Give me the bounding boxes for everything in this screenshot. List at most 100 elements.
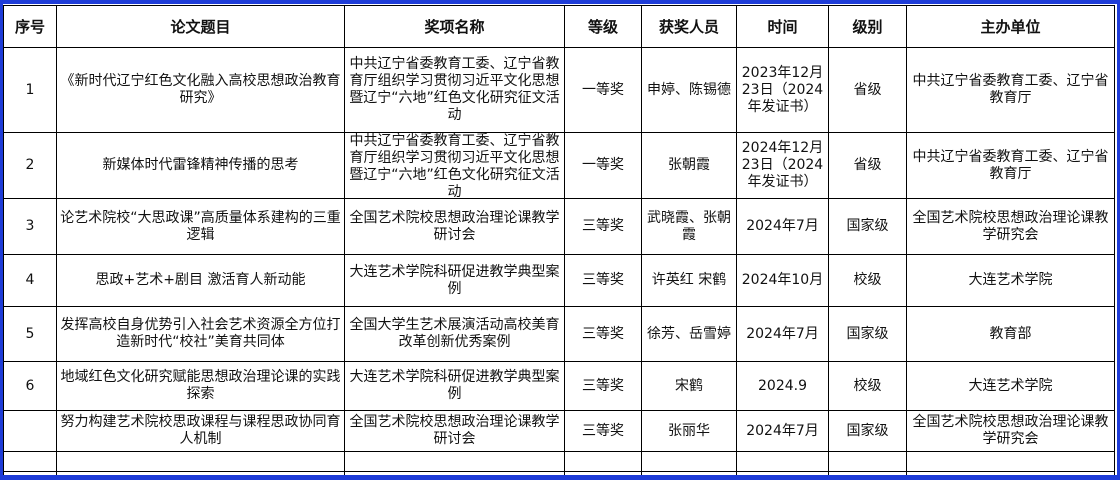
cell-grade[interactable]: 三等奖 bbox=[564, 361, 642, 411]
cell-award[interactable]: 全国艺术院校思想政治理论课教学研讨会 bbox=[344, 410, 565, 452]
cell-text: 大连艺术学院 bbox=[968, 272, 1053, 288]
cell-time[interactable]: 2024.9 bbox=[736, 361, 829, 411]
cell-text: 教育部 bbox=[989, 325, 1032, 342]
cell-text: 5 bbox=[25, 325, 35, 342]
header-grade[interactable]: 等级 bbox=[564, 5, 642, 48]
empty-cell[interactable] bbox=[564, 471, 642, 475]
empty-cell[interactable] bbox=[736, 451, 829, 472]
header-row: 序号 论文题目 奖项名称 等级 获奖人员 时间 级别 主办单位 bbox=[3, 5, 1115, 48]
cell-organizer[interactable]: 大连艺术学院 bbox=[906, 361, 1115, 411]
cell-time[interactable]: 2024年10月 bbox=[736, 254, 829, 307]
empty-cell[interactable] bbox=[3, 471, 57, 475]
cell-time[interactable]: 2024年12月23日（2024年发证书） bbox=[736, 132, 829, 199]
cell-text: 申婷、陈锡德 bbox=[647, 81, 731, 98]
cell-title[interactable]: 思政+艺术+剧目 激活育人新动能 bbox=[56, 254, 345, 307]
cell-grade[interactable]: 一等奖 bbox=[564, 47, 642, 133]
cell-people[interactable]: 许英红 宋鹤 bbox=[641, 254, 737, 307]
cell-level[interactable]: 校级 bbox=[828, 254, 907, 307]
cell-text: 一等奖 bbox=[582, 157, 624, 173]
cell-title[interactable]: 地域红色文化研究赋能思想政治理论课的实践探索 bbox=[56, 361, 345, 411]
cell-award[interactable]: 大连艺术学院科研促进教学典型案例 bbox=[344, 361, 565, 411]
empty-cell[interactable] bbox=[344, 451, 565, 472]
cell-title[interactable]: 努力构建艺术院校思政课程与课程思政协同育人机制 bbox=[56, 410, 345, 452]
cell-people[interactable]: 张丽华 bbox=[641, 410, 737, 452]
cell-organizer[interactable]: 中共辽宁省委教育工委、辽宁省教育厅 bbox=[906, 132, 1115, 199]
empty-cell[interactable] bbox=[906, 471, 1115, 475]
empty-cell[interactable] bbox=[564, 451, 642, 472]
empty-cell[interactable] bbox=[56, 451, 345, 472]
header-time[interactable]: 时间 bbox=[736, 5, 829, 48]
empty-cell[interactable] bbox=[641, 451, 737, 472]
cell-no[interactable]: 1 bbox=[3, 47, 57, 133]
empty-cell[interactable] bbox=[828, 451, 907, 472]
cell-level[interactable]: 省级 bbox=[828, 47, 907, 133]
cell-grade[interactable]: 一等奖 bbox=[564, 132, 642, 199]
cell-grade[interactable]: 三等奖 bbox=[564, 198, 642, 255]
cell-text: 三等奖 bbox=[582, 377, 624, 394]
empty-cell[interactable] bbox=[3, 451, 57, 472]
cell-people[interactable]: 宋鹤 bbox=[641, 361, 737, 411]
cell-no[interactable]: 5 bbox=[3, 306, 57, 362]
header-level[interactable]: 级别 bbox=[828, 5, 907, 48]
cell-people[interactable]: 张朝霞 bbox=[641, 132, 737, 199]
cell-text: 思政+艺术+剧目 激活育人新动能 bbox=[95, 272, 306, 288]
cell-level[interactable]: 国家级 bbox=[828, 306, 907, 362]
cell-level[interactable]: 校级 bbox=[828, 361, 907, 411]
cell-award[interactable]: 中共辽宁省委教育工委、辽宁省教育厅组织学习贯彻习近平文化思想暨辽宁“六地”红色文… bbox=[344, 47, 565, 133]
cell-text: 发挥高校自身优势引入社会艺术资源全方位打造新时代“校社”美育共同体 bbox=[60, 317, 341, 350]
cell-organizer[interactable]: 中共辽宁省委教育工委、辽宁省教育厅 bbox=[906, 47, 1115, 133]
cell-organizer[interactable]: 全国艺术院校思想政治理论课教学研究会 bbox=[906, 410, 1115, 452]
cell-title[interactable]: 论艺术院校“大思政课”高质量体系建构的三重逻辑 bbox=[56, 198, 345, 255]
cell-text: 三等奖 bbox=[582, 218, 624, 234]
cell-time[interactable]: 2024年7月 bbox=[736, 410, 829, 452]
header-title[interactable]: 论文题目 bbox=[56, 5, 345, 48]
empty-cell[interactable] bbox=[344, 471, 565, 475]
cell-award[interactable]: 大连艺术学院科研促进教学典型案例 bbox=[344, 254, 565, 307]
cell-people[interactable]: 徐芳、岳雪婷 bbox=[641, 306, 737, 362]
cell-text: 努力构建艺术院校思政课程与课程思政协同育人机制 bbox=[60, 414, 341, 447]
cell-text: 3 bbox=[25, 218, 35, 234]
cell-time[interactable]: 2024年7月 bbox=[736, 306, 829, 362]
header-no[interactable]: 序号 bbox=[3, 5, 57, 48]
cell-time[interactable]: 2024年7月 bbox=[736, 198, 829, 255]
cell-title[interactable]: 发挥高校自身优势引入社会艺术资源全方位打造新时代“校社”美育共同体 bbox=[56, 306, 345, 362]
header-people[interactable]: 获奖人员 bbox=[641, 5, 737, 48]
empty-cell[interactable] bbox=[641, 471, 737, 475]
header-organizer[interactable]: 主办单位 bbox=[906, 5, 1115, 48]
cell-no[interactable] bbox=[3, 410, 57, 452]
cell-text: 大连艺术学院科研促进教学典型案例 bbox=[349, 369, 560, 402]
cell-grade[interactable]: 三等奖 bbox=[564, 254, 642, 307]
cell-text: 中共辽宁省委教育工委、辽宁省教育厅组织学习贯彻习近平文化思想暨辽宁“六地”红色文… bbox=[349, 56, 560, 123]
cell-no[interactable]: 6 bbox=[3, 361, 57, 411]
cell-people[interactable]: 申婷、陈锡德 bbox=[641, 47, 737, 133]
cell-text: 2024年7月 bbox=[746, 422, 819, 439]
header-award[interactable]: 奖项名称 bbox=[344, 5, 565, 48]
cell-title[interactable]: 《新时代辽宁红色文化融入高校思想政治教育研究》 bbox=[56, 47, 345, 133]
cell-text: 2024年10月 bbox=[741, 272, 824, 288]
cell-text: 2023年12月23日（2024年发证书） bbox=[741, 64, 824, 115]
cell-organizer[interactable]: 教育部 bbox=[906, 306, 1115, 362]
empty-cell[interactable] bbox=[736, 471, 829, 475]
cell-time[interactable]: 2023年12月23日（2024年发证书） bbox=[736, 47, 829, 133]
cell-text: 大连艺术学院 bbox=[968, 377, 1053, 394]
cell-organizer[interactable]: 大连艺术学院 bbox=[906, 254, 1115, 307]
cell-award[interactable]: 全国艺术院校思想政治理论课教学研讨会 bbox=[344, 198, 565, 255]
cell-grade[interactable]: 三等奖 bbox=[564, 306, 642, 362]
empty-cell[interactable] bbox=[906, 451, 1115, 472]
empty-cell[interactable] bbox=[56, 471, 345, 475]
cell-award[interactable]: 中共辽宁省委教育工委、辽宁省教育厅组织学习贯彻习近平文化思想暨辽宁“六地”红色文… bbox=[344, 132, 565, 199]
cell-no[interactable]: 4 bbox=[3, 254, 57, 307]
cell-level[interactable]: 省级 bbox=[828, 132, 907, 199]
cell-award[interactable]: 全国大学生艺术展演活动高校美育改革创新优秀案例 bbox=[344, 306, 565, 362]
cell-level[interactable]: 国家级 bbox=[828, 410, 907, 452]
cell-no[interactable]: 3 bbox=[3, 198, 57, 255]
cell-no[interactable]: 2 bbox=[3, 132, 57, 199]
cell-text: 2024年7月 bbox=[746, 325, 819, 342]
empty-cell[interactable] bbox=[828, 471, 907, 475]
cell-level[interactable]: 国家级 bbox=[828, 198, 907, 255]
cell-organizer[interactable]: 全国艺术院校思想政治理论课教学研究会 bbox=[906, 198, 1115, 255]
cell-title[interactable]: 新媒体时代雷锋精神传播的思考 bbox=[56, 132, 345, 199]
cell-text: 全国艺术院校思想政治理论课教学研讨会 bbox=[349, 209, 560, 243]
cell-grade[interactable]: 三等奖 bbox=[564, 410, 642, 452]
cell-people[interactable]: 武晓霞、张朝霞 bbox=[641, 198, 737, 255]
